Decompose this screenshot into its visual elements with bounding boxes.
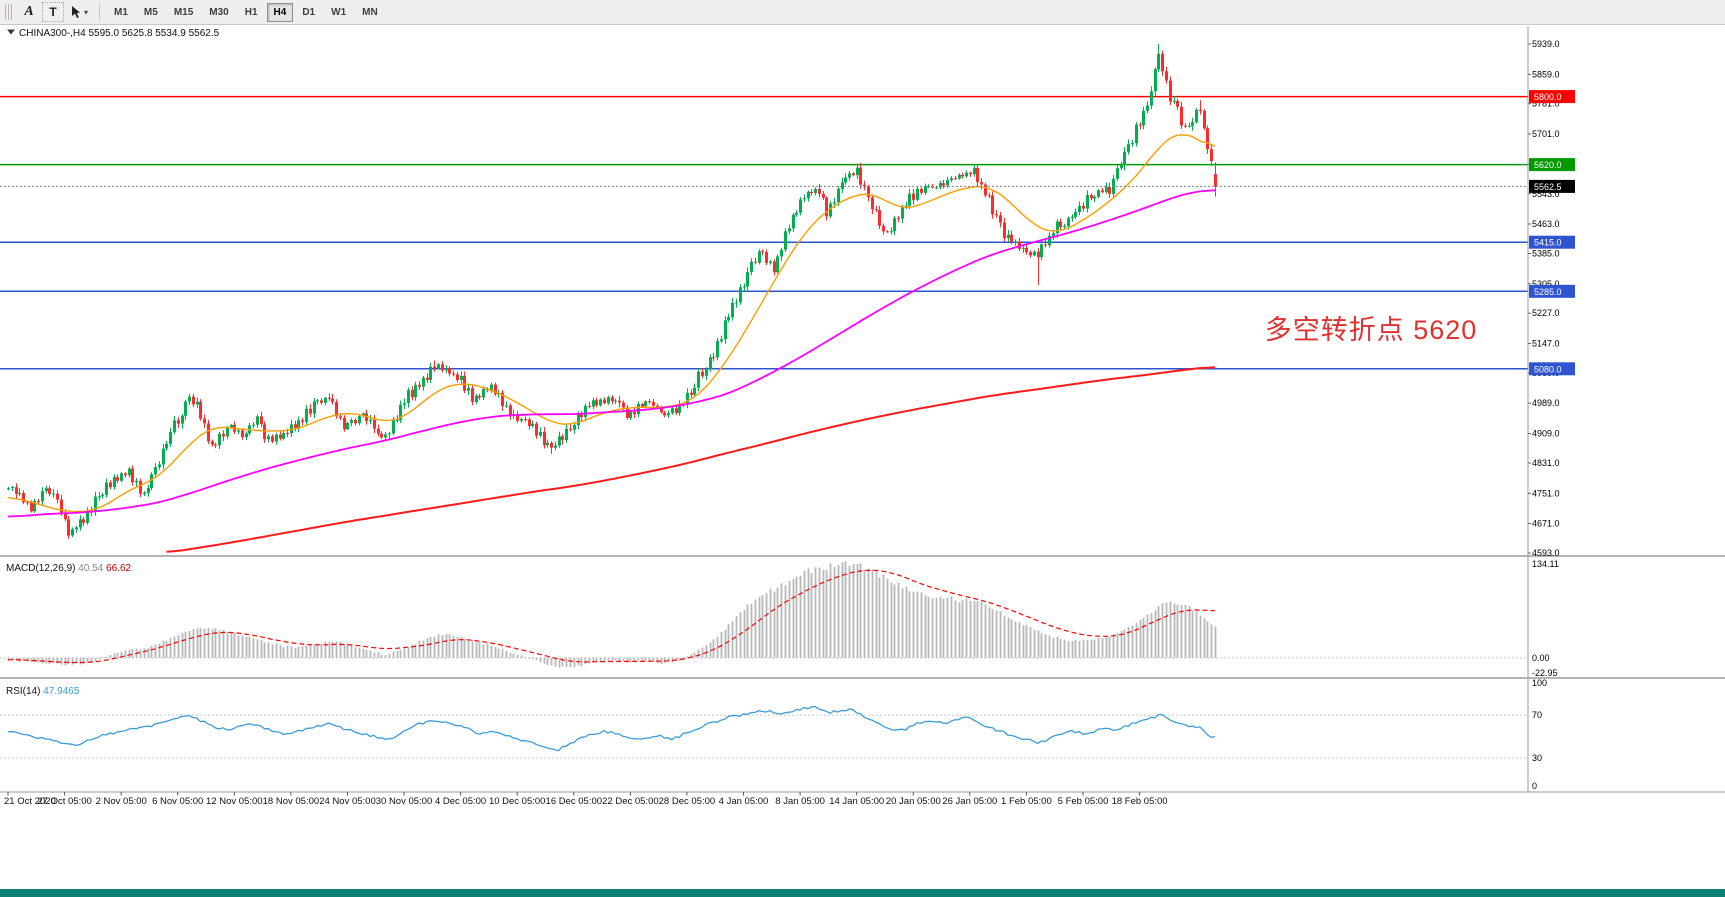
macd-signal-line <box>7 569 1216 664</box>
price-tick-label: 5781.0 <box>1532 99 1560 109</box>
rsi-pane: RSI(14) 47.9465 <box>0 686 1528 759</box>
ma-slow-line <box>166 366 1216 553</box>
time-tick-label: 21 Oct 2020 <box>4 796 56 807</box>
rsi-tick-label: 70 <box>1532 710 1542 720</box>
font-label-tool-button[interactable]: A <box>18 2 40 22</box>
chart-background <box>0 25 1725 889</box>
price-pane: 多空转折点 5620 <box>0 44 1528 553</box>
price-tick-label: 4831.0 <box>1532 458 1560 468</box>
timeframe-button-M30[interactable]: M30 <box>202 3 235 22</box>
timeframe-toolbar: M1 M5 M15 M30 H1 H4 D1 W1 MN <box>106 2 386 22</box>
rsi-tick-label: 100 <box>1532 678 1547 688</box>
price-badge-5620.0 <box>1529 158 1575 172</box>
time-tick-label: 8 Jan 05:00 <box>775 796 825 807</box>
time-tick-label: 24 Nov 05:00 <box>319 796 376 807</box>
price-badge-5800.0 <box>1529 90 1575 104</box>
time-tick-label: 14 Jan 05:00 <box>829 796 884 807</box>
macd-tick-label: 0.00 <box>1532 653 1550 663</box>
rsi-tick-label: 30 <box>1532 753 1542 763</box>
time-tick-label: 18 Nov 05:00 <box>263 796 320 807</box>
time-tick-label: 6 Nov 05:00 <box>152 796 203 807</box>
timeframe-button-D1[interactable]: D1 <box>295 3 322 22</box>
cursor-arrow-icon <box>72 6 80 18</box>
toolbar-grip-icon[interactable] <box>5 4 12 20</box>
chevron-down-icon: ▾ <box>84 7 89 17</box>
macd-tick-label: 134.11 <box>1532 559 1559 569</box>
price-tick-label: 5859.0 <box>1532 69 1560 79</box>
toolbar: A T ▾ M1 M5 M15 M30 H1 H4 D1 W1 MN <box>0 0 1725 25</box>
price-badge-label: 5285.0 <box>1534 287 1562 297</box>
timeframe-button-MN[interactable]: MN <box>355 3 385 22</box>
price-tick-label: 5147.0 <box>1532 339 1560 349</box>
price-tick-label: 4593.0 <box>1532 548 1560 558</box>
time-tick-label: 10 Dec 05:00 <box>489 796 546 807</box>
price-tick-label: 5385.0 <box>1532 249 1560 259</box>
time-tick-label: 4 Dec 05:00 <box>435 796 486 807</box>
price-tick-label: 5543.0 <box>1532 189 1560 199</box>
price-badge-5562.5 <box>1529 179 1575 193</box>
ma-mid-line <box>7 189 1216 518</box>
time-tick-label: 16 Dec 05:00 <box>546 796 603 807</box>
price-badge-label: 5080.0 <box>1534 364 1562 374</box>
price-badge-5080.0 <box>1529 362 1575 376</box>
annotation-text[interactable]: 多空转折点 5620 <box>1265 315 1478 345</box>
rsi-line <box>7 705 1216 752</box>
timeframe-button-H4[interactable]: H4 <box>266 2 294 22</box>
text-tool-button[interactable]: T <box>42 2 64 22</box>
timeframe-button-M5[interactable]: M5 <box>137 3 165 22</box>
macd-tick-label: -22.95 <box>1532 668 1558 678</box>
time-tick-label: 22 Dec 05:00 <box>602 796 659 807</box>
price-badge-label: 5415.0 <box>1534 238 1562 248</box>
price-badge-label: 5620.0 <box>1534 160 1562 170</box>
time-tick-label: 5 Feb 05:00 <box>1058 796 1109 807</box>
time-tick-label: 12 Nov 05:00 <box>206 796 263 807</box>
time-tick-label: 2 Nov 05:00 <box>96 796 147 807</box>
timeframe-button-H1[interactable]: H1 <box>238 3 265 22</box>
rsi-tick-label: 0 <box>1532 781 1537 791</box>
price-badge-5415.0 <box>1529 235 1575 249</box>
symbol-dropdown-icon[interactable] <box>7 29 15 35</box>
time-tick-label: 4 Jan 05:00 <box>719 796 769 807</box>
time-tick-label: 18 Feb 05:00 <box>1112 796 1168 807</box>
chart-header: CHINA300-,H4 5595.0 5625.8 5534.9 5562.5 <box>19 28 220 39</box>
timeframe-button-M1[interactable]: M1 <box>107 3 135 22</box>
time-tick-label: 26 Jan 05:00 <box>942 796 997 807</box>
price-tick-label: 4671.0 <box>1532 519 1560 529</box>
time-tick-label: 28 Dec 05:00 <box>659 796 716 807</box>
price-tick-label: 4989.0 <box>1532 398 1560 408</box>
price-tick-label: 4751.0 <box>1532 488 1560 498</box>
rsi-label: RSI(14) 47.9465 <box>6 686 80 697</box>
timeframe-button-W1[interactable]: W1 <box>324 3 353 22</box>
timeframe-button-M15[interactable]: M15 <box>167 3 200 22</box>
price-tick-label: 5939.0 <box>1532 39 1560 49</box>
time-tick-label: 20 Jan 05:00 <box>886 796 941 807</box>
time-tick-label: 1 Feb 05:00 <box>1001 796 1052 807</box>
price-tick-label: 4909.0 <box>1532 429 1560 439</box>
price-badge-5285.0 <box>1529 284 1575 298</box>
price-badge-label: 5800.0 <box>1534 92 1562 102</box>
price-badge-label: 5562.5 <box>1534 182 1562 192</box>
price-tick-label: 5463.0 <box>1532 219 1560 229</box>
macd-pane: MACD(12,26,9) 40.54 66.62 <box>0 561 1528 668</box>
bottom-strip <box>0 889 1725 897</box>
cursor-tool-button[interactable]: ▾ <box>66 2 92 22</box>
time-tick-label: 30 Nov 05:00 <box>376 796 433 807</box>
price-tick-label: 5701.0 <box>1532 129 1560 139</box>
price-tick-label: 5305.0 <box>1532 279 1560 289</box>
price-tick-label: 5227.0 <box>1532 308 1560 318</box>
macd-label: MACD(12,26,9) 40.54 66.62 <box>6 563 132 574</box>
price-scale[interactable]: 5939.05859.05781.05701.05621.05543.05463… <box>1528 39 1575 791</box>
time-tick-label: 27 Oct 05:00 <box>37 796 91 807</box>
toolbar-separator <box>99 3 101 21</box>
